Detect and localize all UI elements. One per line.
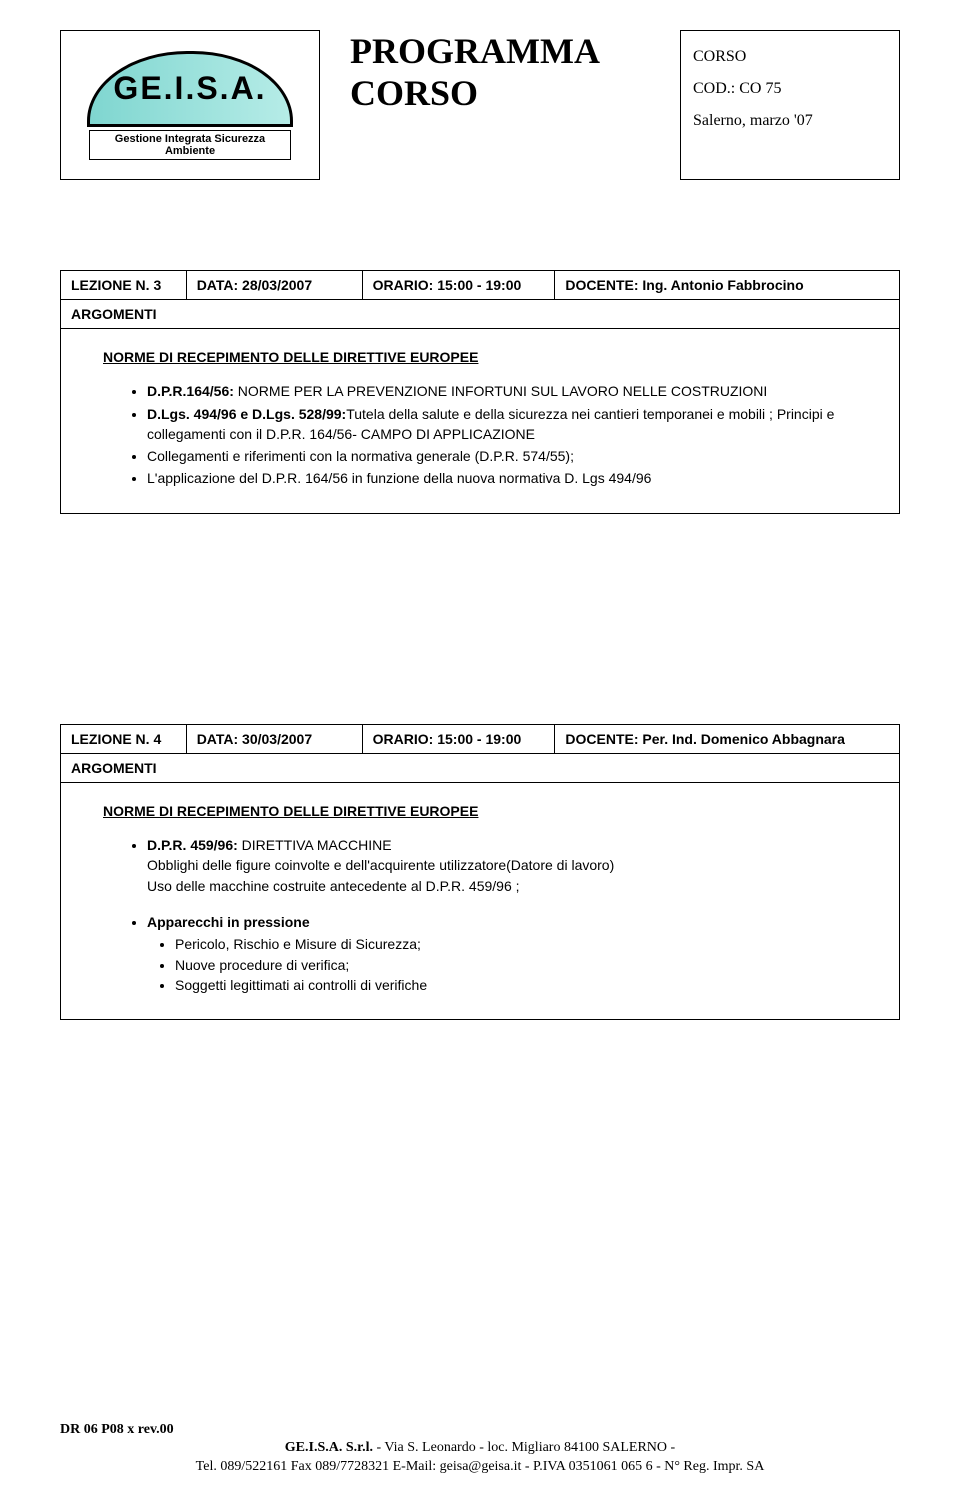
argomenti-label: ARGOMENTI xyxy=(61,300,899,329)
list-item: D.P.R.164/56: NORME PER LA PREVENZIONE I… xyxy=(147,381,881,401)
list-item: Nuove procedure di verifica; xyxy=(175,955,881,975)
list-item: L'applicazione del D.P.R. 164/56 in funz… xyxy=(147,468,881,488)
lesson-block-4: LEZIONE N. 4 DATA: 30/03/2007 ORARIO: 15… xyxy=(60,724,900,1020)
meta-line-cod: COD.: CO 75 xyxy=(693,73,887,105)
lesson-time: ORARIO: 15:00 - 19:00 xyxy=(363,271,556,300)
lesson-docente: DOCENTE: Per. Ind. Domenico Abbagnara xyxy=(555,725,899,754)
sub-bullet-list: Pericolo, Rischio e Misure di Sicurezza;… xyxy=(175,934,881,995)
item-bold: Apparecchi in pressione xyxy=(147,914,310,930)
meta-line-place-date: Salerno, marzo '07 xyxy=(693,105,887,137)
list-item: Apparecchi in pressione Pericolo, Rischi… xyxy=(147,912,881,995)
item-line3: Uso delle macchine costruite antecedente… xyxy=(147,878,520,894)
item-line2: Obblighi delle figure coinvolte e dell'a… xyxy=(147,857,614,873)
lesson-content: NORME DI RECEPIMENTO DELLE DIRETTIVE EUR… xyxy=(61,783,899,1019)
footer-company: GE.I.S.A. S.r.l. xyxy=(285,1440,373,1455)
footer-address: - Via S. Leonardo - loc. Migliaro 84100 … xyxy=(373,1440,675,1455)
item-bold: D.Lgs. 494/96 e D.Lgs. 528/99: xyxy=(147,406,346,422)
lesson-block-3: LEZIONE N. 3 DATA: 28/03/2007 ORARIO: 15… xyxy=(60,270,900,514)
logo-subtitle: Gestione Integrata Sicurezza Ambiente xyxy=(89,130,291,160)
page: GE.I.S.A. Gestione Integrata Sicurezza A… xyxy=(0,0,960,1497)
lesson-date: DATA: 28/03/2007 xyxy=(187,271,363,300)
lesson-header: LEZIONE N. 3 DATA: 28/03/2007 ORARIO: 15… xyxy=(61,271,899,300)
list-item: D.Lgs. 494/96 e D.Lgs. 528/99:Tutela del… xyxy=(147,404,881,445)
title-cell: PROGRAMMA CORSO xyxy=(320,30,680,114)
item-rest: NORME PER LA PREVENZIONE INFORTUNI SUL L… xyxy=(234,383,767,399)
lesson-docente: DOCENTE: Ing. Antonio Fabbrocino xyxy=(555,271,899,300)
footer-line2: Tel. 089/522161 Fax 089/7728321 E-Mail: … xyxy=(60,1457,900,1477)
lesson-time: ORARIO: 15:00 - 19:00 xyxy=(363,725,556,754)
header-row: GE.I.S.A. Gestione Integrata Sicurezza A… xyxy=(60,30,900,180)
lesson-header: LEZIONE N. 4 DATA: 30/03/2007 ORARIO: 15… xyxy=(61,725,899,754)
sub-item-text: Soggetti legittimati ai controlli di ver… xyxy=(175,977,427,993)
bullet-list: D.P.R. 459/96: DIRETTIVA MACCHINE Obblig… xyxy=(147,835,881,896)
sub-item-text: Nuove procedure di verifica; xyxy=(175,957,349,973)
content-heading: NORME DI RECEPIMENTO DELLE DIRETTIVE EUR… xyxy=(103,801,881,821)
footer-left: DR 06 P08 x rev.00 xyxy=(60,1422,900,1438)
item-bold: D.P.R.164/56: xyxy=(147,383,234,399)
lesson-content: NORME DI RECEPIMENTO DELLE DIRETTIVE EUR… xyxy=(61,329,899,513)
list-item: Collegamenti e riferimenti con la normat… xyxy=(147,446,881,466)
logo-letters: GE.I.S.A. xyxy=(113,70,266,107)
lesson-number: LEZIONE N. 3 xyxy=(61,271,187,300)
content-heading: NORME DI RECEPIMENTO DELLE DIRETTIVE EUR… xyxy=(103,347,881,367)
footer-line1: GE.I.S.A. S.r.l. - Via S. Leonardo - loc… xyxy=(60,1438,900,1458)
item-bold: D.P.R. 459/96: xyxy=(147,837,238,853)
logo-inner: GE.I.S.A. Gestione Integrata Sicurezza A… xyxy=(67,37,313,173)
footer: DR 06 P08 x rev.00 GE.I.S.A. S.r.l. - Vi… xyxy=(60,1422,900,1477)
item-text: L'applicazione del D.P.R. 164/56 in funz… xyxy=(147,470,651,486)
lesson-date: DATA: 30/03/2007 xyxy=(187,725,363,754)
program-title: PROGRAMMA CORSO xyxy=(350,30,680,114)
list-item: D.P.R. 459/96: DIRETTIVA MACCHINE Obblig… xyxy=(147,835,881,896)
spacer xyxy=(60,180,900,270)
list-item: Pericolo, Rischio e Misure di Sicurezza; xyxy=(175,934,881,954)
spacer xyxy=(79,898,881,912)
bullet-list: Apparecchi in pressione Pericolo, Rischi… xyxy=(147,912,881,995)
spacer xyxy=(60,514,900,724)
sub-item-text: Pericolo, Rischio e Misure di Sicurezza; xyxy=(175,936,421,952)
meta-line-corso: CORSO xyxy=(693,41,887,73)
footer-center: GE.I.S.A. S.r.l. - Via S. Leonardo - loc… xyxy=(60,1438,900,1477)
lesson-number: LEZIONE N. 4 xyxy=(61,725,187,754)
item-rest: DIRETTIVA MACCHINE xyxy=(238,837,392,853)
list-item: Soggetti legittimati ai controlli di ver… xyxy=(175,975,881,995)
logo-arc-icon: GE.I.S.A. xyxy=(87,51,293,127)
meta-cell: CORSO COD.: CO 75 Salerno, marzo '07 xyxy=(680,30,900,180)
argomenti-label: ARGOMENTI xyxy=(61,754,899,783)
item-text: Collegamenti e riferimenti con la normat… xyxy=(147,448,574,464)
logo-cell: GE.I.S.A. Gestione Integrata Sicurezza A… xyxy=(60,30,320,180)
bullet-list: D.P.R.164/56: NORME PER LA PREVENZIONE I… xyxy=(147,381,881,488)
